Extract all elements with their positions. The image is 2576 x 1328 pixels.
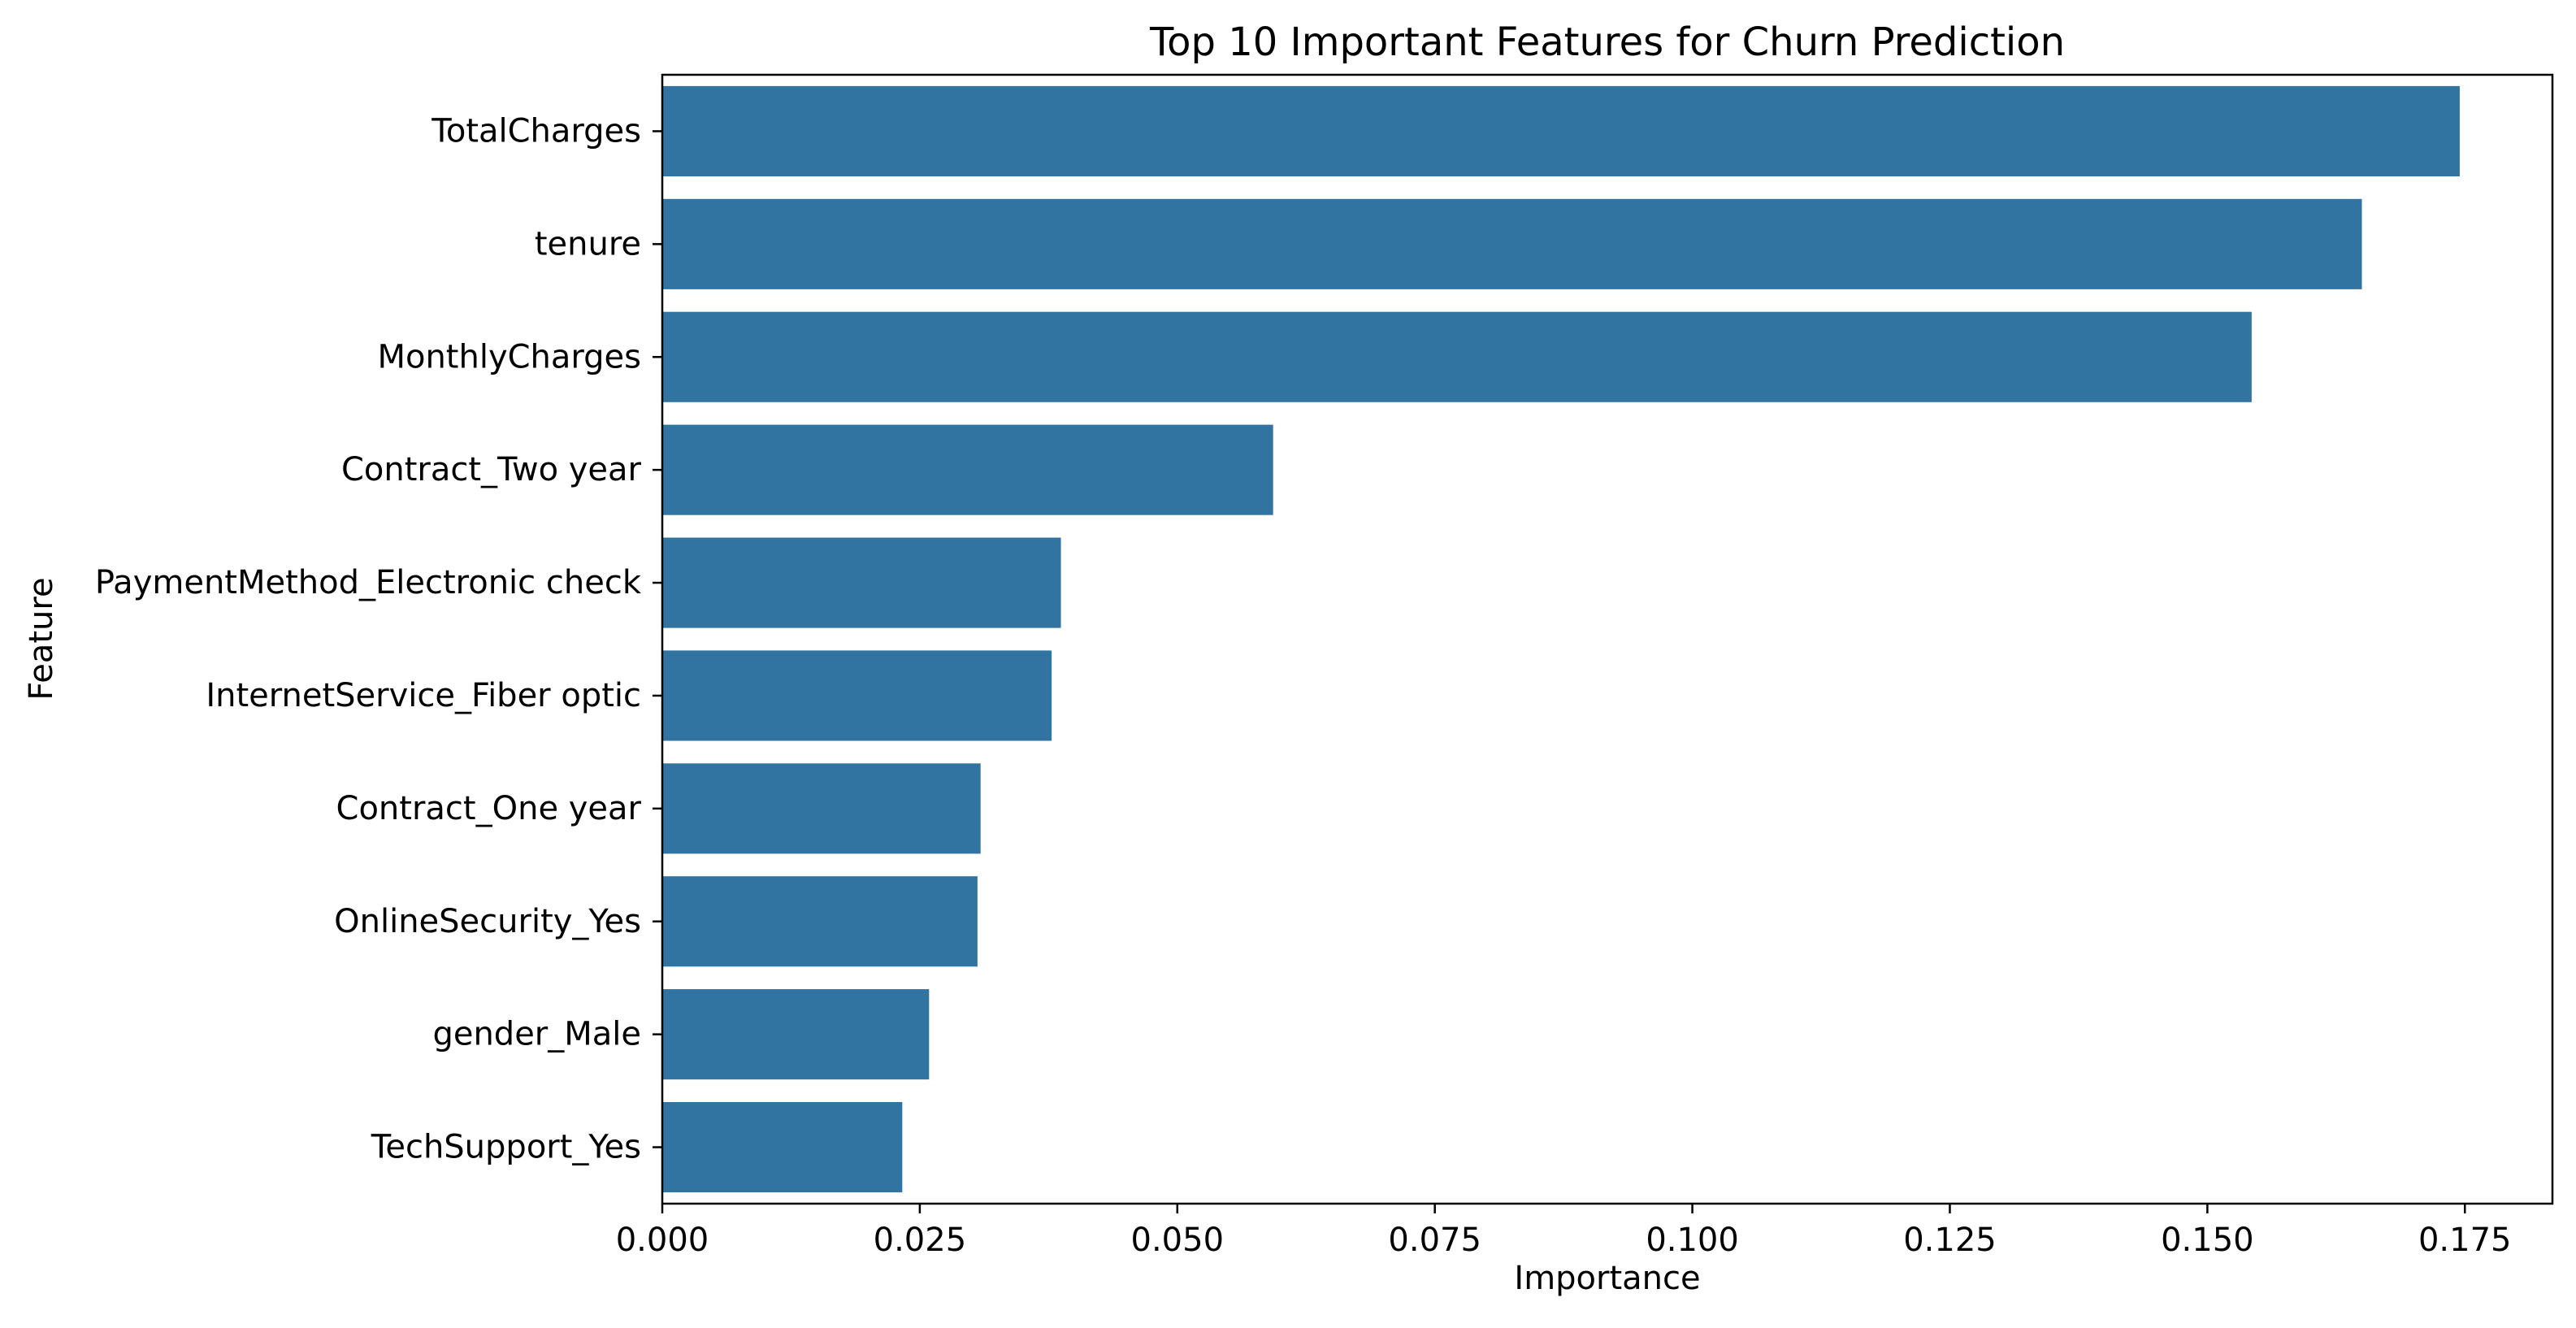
bar-tenure (662, 198, 2362, 289)
bar-paymentmethod-electronic-check (662, 537, 1061, 628)
bar-monthlycharges (662, 311, 2252, 402)
y-tick-label: Contract_Two year (341, 451, 642, 488)
x-axis: 0.000 0.025 0.050 0.075 0.100 0.125 0.150 0.175 (616, 1204, 2512, 1259)
x-tick-label: 0.125 (1903, 1222, 1997, 1259)
x-tick-label: 0.175 (2418, 1222, 2512, 1259)
x-tick-label: 0.000 (616, 1222, 709, 1259)
y-tick-label: InternetService_Fiber optic (206, 677, 641, 714)
y-tick-label: MonthlyCharges (377, 338, 641, 375)
bar-gender-male (662, 989, 930, 1080)
y-tick-label: TechSupport_Yes (371, 1129, 641, 1166)
y-tick-label: OnlineSecurity_Yes (334, 903, 641, 940)
x-tick-label: 0.150 (2161, 1222, 2254, 1259)
x-tick-label: 0.100 (1646, 1222, 1739, 1259)
y-tick-label: gender_Male (432, 1016, 641, 1053)
bar-techsupport-yes (662, 1101, 903, 1193)
y-axis: TotalCharges tenure MonthlyCharges Contract… (95, 112, 662, 1166)
y-tick-label: PaymentMethod_Electronic check (95, 564, 642, 601)
y-tick-label: TotalCharges (431, 112, 641, 150)
x-tick-label: 0.050 (1131, 1222, 1225, 1259)
bar-totalcharges (662, 85, 2460, 177)
y-tick-label: tenure (535, 225, 641, 263)
bars-layer (662, 85, 2460, 1193)
bar-contract-two-year (662, 424, 1273, 515)
x-tick-label: 0.025 (874, 1222, 967, 1259)
bar-onlinesecurity-yes (662, 876, 978, 967)
y-axis-title: Feature (23, 577, 60, 700)
x-tick-label: 0.075 (1388, 1222, 1481, 1259)
plot-frame (661, 73, 2554, 1205)
bar-contract-one-year (662, 763, 981, 854)
bar-internetservice-fiber-optic (662, 650, 1052, 741)
chart-title: Top 10 Important Features for Churn Pred… (1149, 20, 2065, 65)
y-tick-label: Contract_One year (336, 790, 642, 827)
x-axis-title: Importance (1514, 1260, 1700, 1297)
